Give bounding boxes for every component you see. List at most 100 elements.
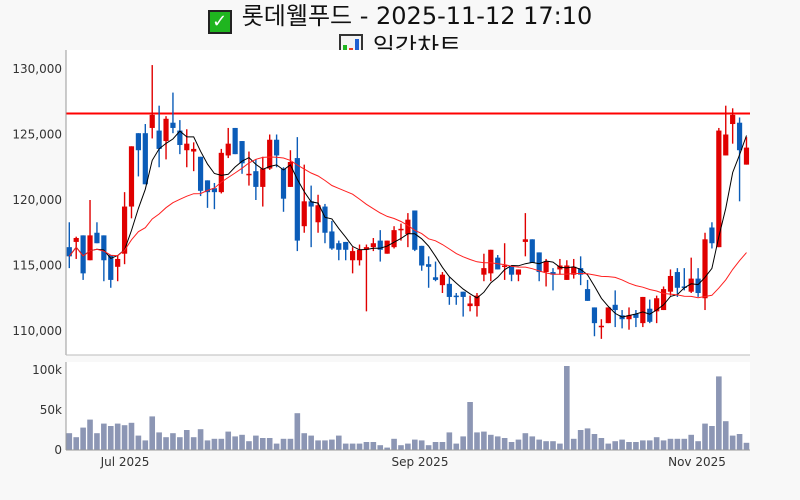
volume-bar xyxy=(412,439,418,450)
candle-body xyxy=(647,308,653,322)
candle xyxy=(515,269,522,282)
candle xyxy=(128,146,135,219)
moving-average-ma20 xyxy=(68,156,747,299)
candle-body xyxy=(681,286,687,288)
volume-plot-area xyxy=(66,362,750,450)
candle xyxy=(329,220,335,250)
volume-bar xyxy=(508,442,515,450)
candle-body xyxy=(356,249,363,261)
volume-bar xyxy=(488,434,494,450)
candle xyxy=(260,156,266,207)
candle xyxy=(184,129,190,168)
volume-bar xyxy=(232,436,238,450)
candle-body xyxy=(736,122,743,151)
price-tick-label: 125,000 xyxy=(12,128,62,142)
volume-bar xyxy=(107,426,114,450)
volume-bar xyxy=(259,438,266,450)
candle-body xyxy=(571,266,577,275)
candle xyxy=(191,142,197,172)
candle xyxy=(115,255,121,282)
volume-tick-label: 50k xyxy=(40,403,62,417)
candle xyxy=(253,159,259,200)
candle xyxy=(688,257,694,294)
volume-bar xyxy=(474,432,480,450)
volume-bar xyxy=(536,439,542,450)
candle-body xyxy=(688,278,694,292)
candle xyxy=(121,192,128,265)
volume-bar xyxy=(253,435,259,450)
chart-title-text: 롯데웰푸드 - 2025-11-12 17:10 xyxy=(241,2,593,30)
volume-bar xyxy=(612,441,618,450)
volume-bar xyxy=(370,442,377,450)
volume-bar xyxy=(453,443,460,450)
candle xyxy=(453,293,459,305)
candle-body xyxy=(446,283,452,297)
volume-bar xyxy=(101,423,107,450)
volume-bar xyxy=(363,442,370,450)
candle xyxy=(702,232,708,311)
volume-bar xyxy=(695,441,701,450)
candle xyxy=(502,243,508,280)
volume-bar xyxy=(273,443,280,450)
candle-body xyxy=(329,231,335,249)
price-plot-area xyxy=(66,50,750,355)
candle-body xyxy=(253,171,259,187)
candle xyxy=(536,252,542,282)
price-panel xyxy=(66,65,750,339)
candle xyxy=(225,127,231,159)
candle-body xyxy=(612,304,618,311)
volume-bar xyxy=(432,442,439,450)
candle xyxy=(695,268,701,297)
candle xyxy=(439,272,446,294)
candle xyxy=(529,239,535,263)
candle-body xyxy=(730,114,736,125)
candle-body xyxy=(218,152,224,193)
candle-body xyxy=(709,227,715,244)
candle-body xyxy=(522,239,528,242)
volume-bar xyxy=(87,419,93,450)
candle-body xyxy=(716,130,722,248)
volume-bar xyxy=(591,434,598,450)
volume-bar xyxy=(149,416,156,450)
candle xyxy=(149,65,155,139)
volume-bar xyxy=(170,433,176,450)
candle-body xyxy=(536,252,542,273)
volume-bar xyxy=(204,440,211,450)
candle-body xyxy=(163,118,169,142)
candle-body xyxy=(66,247,72,257)
candle xyxy=(294,137,300,252)
candle-body xyxy=(267,139,273,169)
moving-average-ma5 xyxy=(68,130,747,318)
axes: 110,000 115,000 120,000 125,000 130,000 0 50k 1… xyxy=(12,50,750,469)
volume-bar xyxy=(418,440,425,450)
candle xyxy=(363,244,370,312)
candle-body xyxy=(502,265,508,267)
candle-body xyxy=(336,243,342,250)
candle xyxy=(163,116,169,160)
candle-body xyxy=(246,173,252,176)
candle-body xyxy=(315,205,321,223)
volume-bar xyxy=(391,438,397,450)
candle-body xyxy=(474,295,480,307)
candle xyxy=(384,240,390,254)
volume-bar xyxy=(66,433,73,450)
candle xyxy=(550,268,556,291)
volume-bar xyxy=(626,442,632,450)
candle xyxy=(612,290,618,328)
candle xyxy=(626,307,632,330)
candle xyxy=(564,260,570,280)
candle xyxy=(598,319,604,339)
candle-body xyxy=(280,168,287,199)
volume-bar xyxy=(557,443,563,450)
candle xyxy=(156,105,162,168)
candle-body xyxy=(197,156,204,191)
candle-body xyxy=(515,269,522,275)
volume-bar xyxy=(743,442,750,450)
volume-bar xyxy=(681,438,688,450)
volume-bar xyxy=(550,441,556,450)
candle xyxy=(681,268,687,291)
candle-body xyxy=(591,307,598,324)
volume-tick-label: 100k xyxy=(32,363,62,377)
candle-body xyxy=(343,241,349,250)
candle-body xyxy=(370,243,376,248)
